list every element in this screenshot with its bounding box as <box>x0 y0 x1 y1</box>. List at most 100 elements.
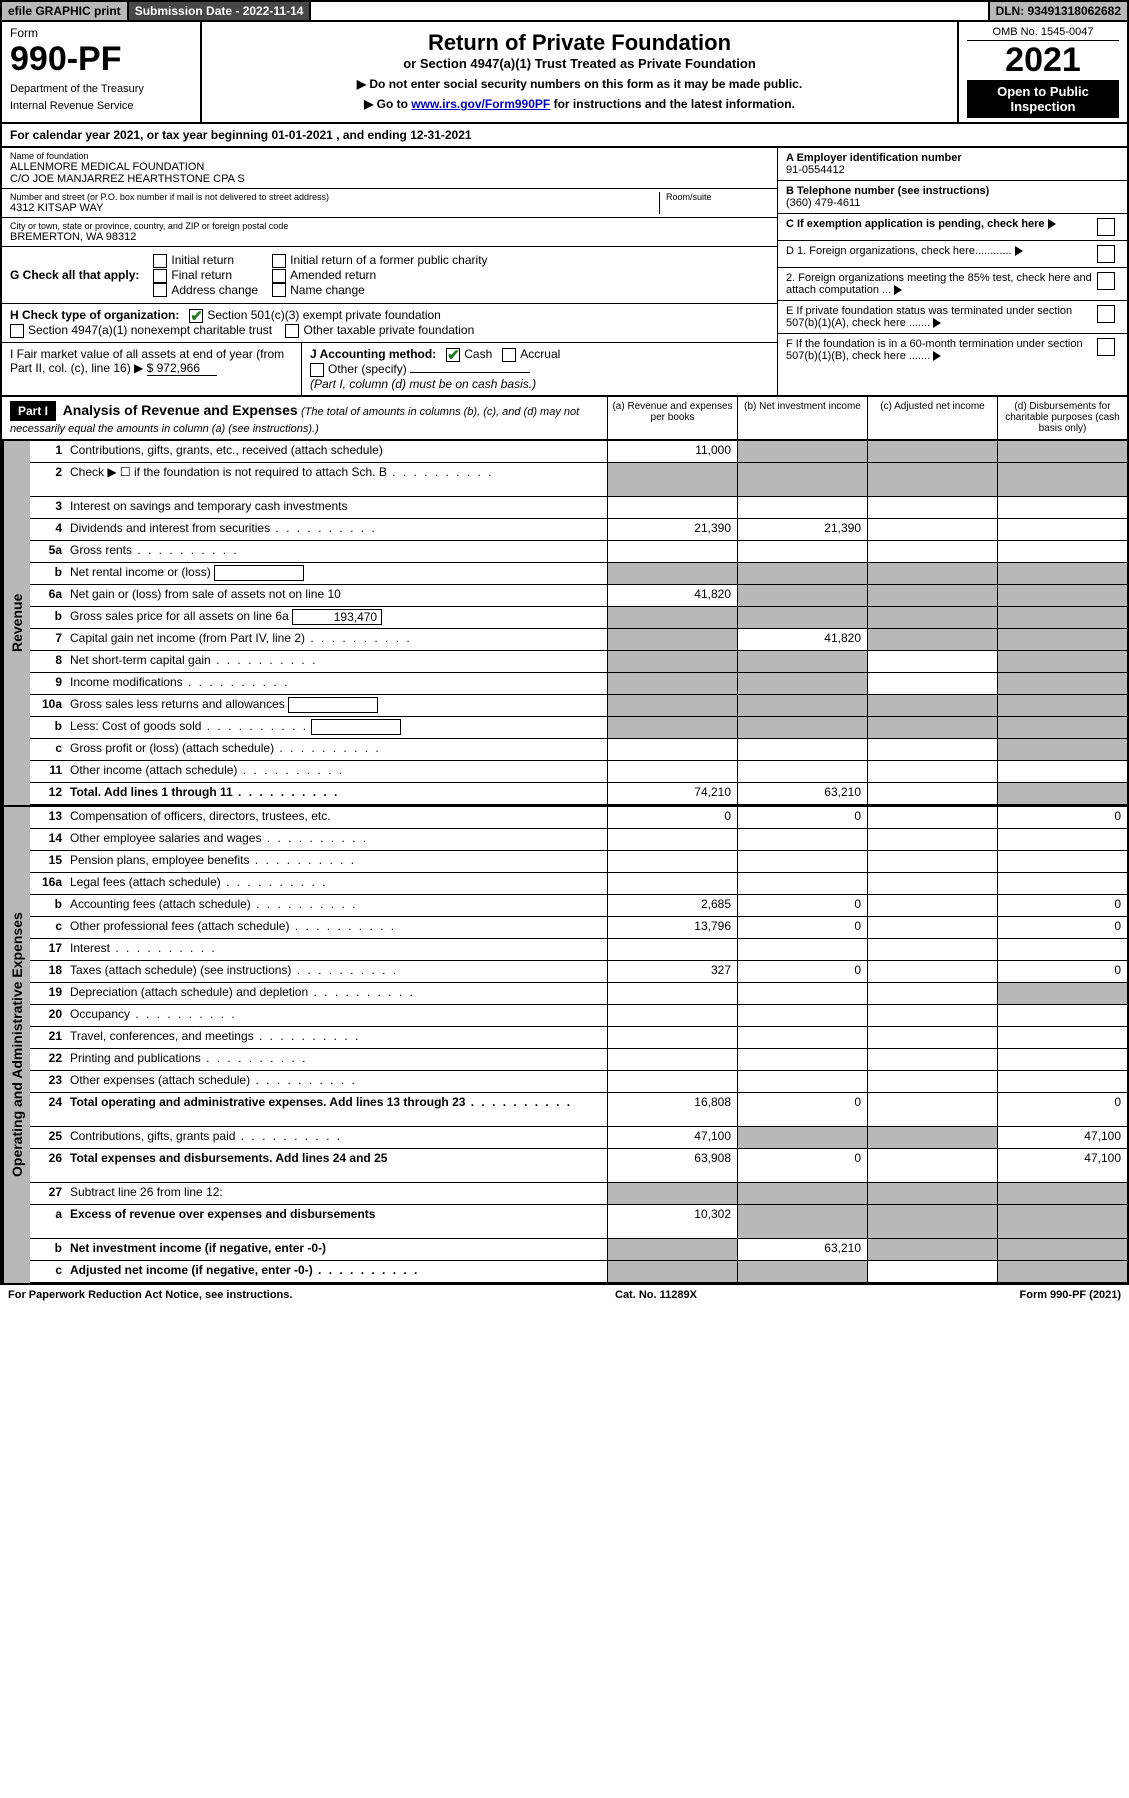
cb-accrual[interactable] <box>502 348 516 362</box>
h-label: H Check type of organization: <box>10 308 179 322</box>
table-row: 18Taxes (attach schedule) (see instructi… <box>30 961 1127 983</box>
cb-d1[interactable] <box>1097 245 1115 263</box>
row-desc: Taxes (attach schedule) (see instruction… <box>66 961 607 982</box>
cell-c <box>867 519 997 540</box>
f-cell: F If the foundation is in a 60-month ter… <box>778 334 1127 366</box>
cell-a: 16,808 <box>607 1093 737 1126</box>
ein-cell: A Employer identification number 91-0554… <box>778 148 1127 181</box>
cb-e[interactable] <box>1097 305 1115 323</box>
cell-a: 47,100 <box>607 1127 737 1148</box>
cell-d4 <box>997 629 1127 650</box>
j-accrual: Accrual <box>520 347 560 361</box>
row-num: b <box>30 717 66 738</box>
cell-a <box>607 761 737 782</box>
cb-address-change[interactable] <box>153 283 167 297</box>
table-row: bNet investment income (if negative, ent… <box>30 1239 1127 1261</box>
omb-number: OMB No. 1545-0047 <box>967 26 1119 41</box>
cell-a: 11,000 <box>607 441 737 462</box>
cell-b: 0 <box>737 1149 867 1182</box>
cell-a <box>607 1071 737 1092</box>
d2-label: 2. Foreign organizations meeting the 85%… <box>786 272 1092 296</box>
cell-d4 <box>997 651 1127 672</box>
cell-c <box>867 651 997 672</box>
table-row: cOther professional fees (attach schedul… <box>30 917 1127 939</box>
row-num: 3 <box>30 497 66 518</box>
table-row: 26Total expenses and disbursements. Add … <box>30 1149 1127 1183</box>
c-label: C If exemption application is pending, c… <box>786 218 1045 230</box>
row-num: 1 <box>30 441 66 462</box>
row-desc: Interest <box>66 939 607 960</box>
cb-initial-former[interactable] <box>272 254 286 268</box>
cell-b <box>737 1071 867 1092</box>
cell-b: 41,820 <box>737 629 867 650</box>
cell-b <box>737 1005 867 1026</box>
cell-b <box>737 1049 867 1070</box>
instructions-link[interactable]: www.irs.gov/Form990PF <box>411 97 550 111</box>
table-row: bGross sales price for all assets on lin… <box>30 607 1127 629</box>
cell-c <box>867 717 997 738</box>
cell-b <box>737 873 867 894</box>
form-header: Form 990-PF Department of the Treasury I… <box>0 22 1129 124</box>
calendar-year-row: For calendar year 2021, or tax year begi… <box>0 124 1129 148</box>
cell-a <box>607 1049 737 1070</box>
arrow-icon <box>1048 219 1056 229</box>
j-cash: Cash <box>464 347 492 361</box>
cb-other-method[interactable] <box>310 363 324 377</box>
table-row: 25Contributions, gifts, grants paid47,10… <box>30 1127 1127 1149</box>
cell-d4: 0 <box>997 917 1127 938</box>
cb-initial-return[interactable] <box>153 254 167 268</box>
cb-c[interactable] <box>1097 218 1115 236</box>
cell-b <box>737 463 867 496</box>
cell-d4 <box>997 1049 1127 1070</box>
cell-a <box>607 497 737 518</box>
cell-d4 <box>997 829 1127 850</box>
part1-header-row: Part I Analysis of Revenue and Expenses … <box>0 397 1129 441</box>
cell-c <box>867 829 997 850</box>
cell-b <box>737 585 867 606</box>
cb-501c3[interactable] <box>189 309 203 323</box>
cb-name-change[interactable] <box>272 283 286 297</box>
row-num: b <box>30 563 66 584</box>
cb-d2[interactable] <box>1097 272 1115 290</box>
g-opt-0: Initial return <box>171 253 234 267</box>
j-note: (Part I, column (d) must be on cash basi… <box>310 377 536 391</box>
form-subtitle: or Section 4947(a)(1) Trust Treated as P… <box>210 56 949 71</box>
cell-b <box>737 607 867 628</box>
table-row: 20Occupancy <box>30 1005 1127 1027</box>
cb-4947[interactable] <box>10 324 24 338</box>
cell-d4 <box>997 761 1127 782</box>
cell-b: 0 <box>737 1093 867 1126</box>
arrow-icon <box>894 285 902 295</box>
cell-b <box>737 1183 867 1204</box>
dln-label: DLN: 93491318062682 <box>990 2 1127 20</box>
cell-d4 <box>997 607 1127 628</box>
cb-cash[interactable] <box>446 348 460 362</box>
cell-c <box>867 1049 997 1070</box>
table-row: 16aLegal fees (attach schedule) <box>30 873 1127 895</box>
cell-c <box>867 983 997 1004</box>
cb-final-return[interactable] <box>153 269 167 283</box>
cell-c <box>867 1183 997 1204</box>
name-value-2: C/O JOE MANJARREZ HEARTHSTONE CPA S <box>10 173 769 185</box>
open-public-badge: Open to Public Inspection <box>967 80 1119 118</box>
table-row: 10aGross sales less returns and allowanc… <box>30 695 1127 717</box>
cell-a: 63,908 <box>607 1149 737 1182</box>
cell-a <box>607 1261 737 1282</box>
cb-other-taxable[interactable] <box>285 324 299 338</box>
h-opt3: Other taxable private foundation <box>303 323 474 337</box>
g-opt-1: Final return <box>171 268 232 282</box>
cell-b <box>737 939 867 960</box>
cal-pre: For calendar year 2021, or tax year begi… <box>10 128 271 142</box>
row-desc: Subtract line 26 from line 12: <box>66 1183 607 1204</box>
cb-f[interactable] <box>1097 338 1115 356</box>
table-row: 21Travel, conferences, and meetings <box>30 1027 1127 1049</box>
ssn-note: ▶ Do not enter social security numbers o… <box>210 77 949 91</box>
cb-amended[interactable] <box>272 269 286 283</box>
form-word: Form <box>10 26 192 40</box>
h-row: H Check type of organization: Section 50… <box>2 304 777 342</box>
identity-block: Name of foundation ALLENMORE MEDICAL FOU… <box>0 148 1129 397</box>
identity-right: A Employer identification number 91-0554… <box>777 148 1127 395</box>
cell-a <box>607 717 737 738</box>
cell-d4 <box>997 541 1127 562</box>
cell-c <box>867 1005 997 1026</box>
